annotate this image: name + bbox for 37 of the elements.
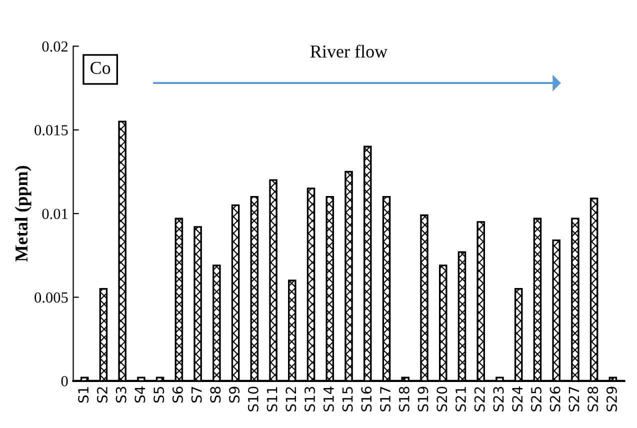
x-tick-label: S10 bbox=[248, 386, 258, 412]
x-tick-label: S20 bbox=[436, 386, 448, 412]
x-tick-label: S25 bbox=[530, 386, 542, 412]
x-tick-label: S4 bbox=[134, 386, 146, 403]
x-tick-label: S14 bbox=[323, 386, 334, 412]
y-tick-label: 0.015 bbox=[34, 125, 68, 136]
x-tick-label: S5 bbox=[154, 386, 164, 403]
x-tick-label: S12 bbox=[286, 387, 296, 412]
x-tick-label: S8 bbox=[210, 386, 221, 403]
annotation: River flow bbox=[310, 44, 388, 58]
x-tick-label: S21 bbox=[456, 387, 466, 412]
x-tick-label: S24 bbox=[512, 386, 523, 412]
x-tick-label: S17 bbox=[380, 386, 391, 412]
x-tick-label: S22 bbox=[474, 387, 485, 412]
x-tick-label: S7 bbox=[191, 386, 202, 403]
annotation: Co bbox=[90, 62, 110, 74]
y-axis-title: Metal (ppm) bbox=[14, 166, 32, 262]
x-tick-label: S16 bbox=[361, 386, 372, 412]
x-tick-label: S2 bbox=[96, 387, 108, 403]
x-tick-label: S9 bbox=[229, 386, 240, 403]
x-tick-label: S13 bbox=[304, 386, 316, 412]
x-tick-label: S11 bbox=[266, 387, 278, 412]
x-tick-label: S26 bbox=[550, 386, 560, 412]
y-tick-label: 0.02 bbox=[42, 41, 68, 52]
y-tick-label: 0.005 bbox=[34, 292, 68, 303]
x-tick-label: S6 bbox=[172, 386, 183, 403]
x-tick-label: S18 bbox=[398, 386, 410, 412]
y-tick-label: 0 bbox=[61, 376, 68, 386]
y-tick-label: 0.01 bbox=[42, 208, 68, 220]
x-tick-label: S29 bbox=[606, 386, 617, 412]
x-tick-label: S27 bbox=[568, 386, 580, 412]
x-tick-label: S15 bbox=[342, 386, 353, 412]
x-tick-label: S23 bbox=[493, 386, 504, 412]
x-tick-label: S28 bbox=[588, 386, 598, 412]
x-tick-label: S1 bbox=[78, 387, 89, 403]
x-tick-label: S3 bbox=[116, 386, 126, 403]
x-tick-label: S19 bbox=[418, 386, 428, 412]
